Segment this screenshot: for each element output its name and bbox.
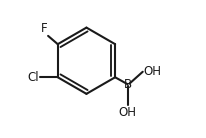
- Text: B: B: [123, 78, 132, 91]
- Text: OH: OH: [144, 65, 162, 78]
- Text: OH: OH: [118, 106, 137, 119]
- Text: Cl: Cl: [28, 71, 39, 84]
- Text: F: F: [41, 22, 47, 35]
